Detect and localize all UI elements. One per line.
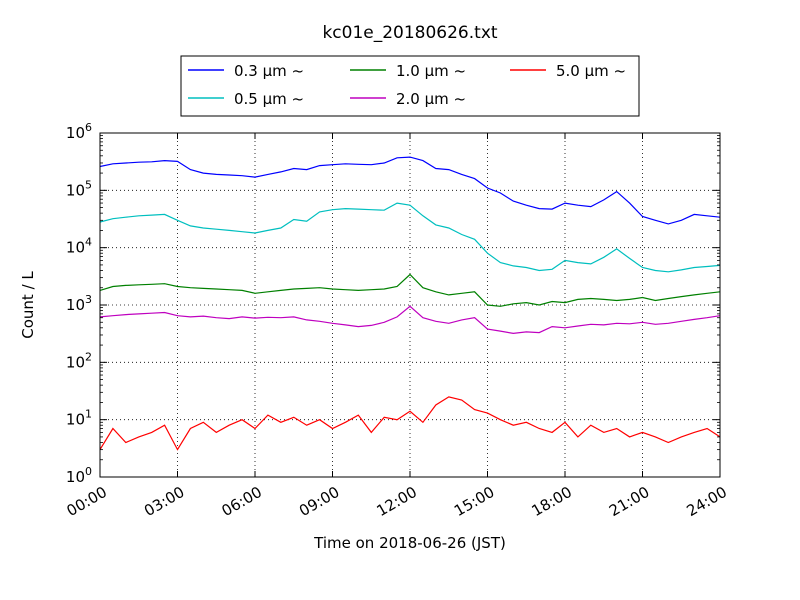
- legend: 0.3 μm ~ 1.0 μm ~ 5.0 μm ~ 0.5 μm ~ 2.0 μm ~: [180, 55, 640, 117]
- y-tick-label: 104: [66, 236, 92, 257]
- legend-frame: [180, 55, 640, 117]
- legend-entry-label: 0.3 μm ~: [234, 62, 304, 80]
- y-tick-label: 105: [66, 178, 92, 199]
- y-axis-label: Count / L: [19, 271, 37, 339]
- x-tick-label: 18:00: [529, 483, 575, 520]
- x-tick-label: 00:00: [64, 483, 110, 520]
- legend-entry-label: 2.0 μm ~: [396, 90, 466, 108]
- y-tick-label: 103: [66, 293, 92, 314]
- grid: [100, 133, 720, 477]
- legend-entry-label: 0.5 μm ~: [234, 90, 304, 108]
- series-line: [99, 156, 721, 225]
- y-tick-label: 102: [66, 350, 92, 371]
- x-tick-label: 12:00: [374, 483, 420, 520]
- x-tick-label: 24:00: [684, 483, 730, 520]
- axis-ticks: 00:00 03:00 06:00 09:00 12:00 15:00 18:00 21:00…: [64, 121, 730, 520]
- x-axis-label: Time on 2018-06-26 (JST): [313, 534, 506, 552]
- x-tick-label: 03:00: [141, 483, 187, 520]
- chart-title: kc01e_20180626.txt: [322, 23, 497, 43]
- y-tick-label: 100: [66, 465, 92, 486]
- y-tick-label: 106: [66, 121, 92, 142]
- series-lines: [99, 156, 721, 451]
- series-line: [99, 305, 721, 335]
- x-tick-label: 15:00: [451, 483, 497, 520]
- x-tick-label: 09:00: [296, 483, 342, 520]
- y-tick-label: 101: [66, 408, 92, 429]
- legend-entry-label: 5.0 μm ~: [556, 62, 626, 80]
- series-line: [99, 273, 721, 307]
- series-line: [99, 202, 721, 273]
- x-tick-label: 21:00: [606, 483, 652, 520]
- legend-entry-label: 1.0 μm ~: [396, 62, 466, 80]
- x-tick-label: 06:00: [219, 483, 265, 520]
- series-line: [99, 396, 721, 451]
